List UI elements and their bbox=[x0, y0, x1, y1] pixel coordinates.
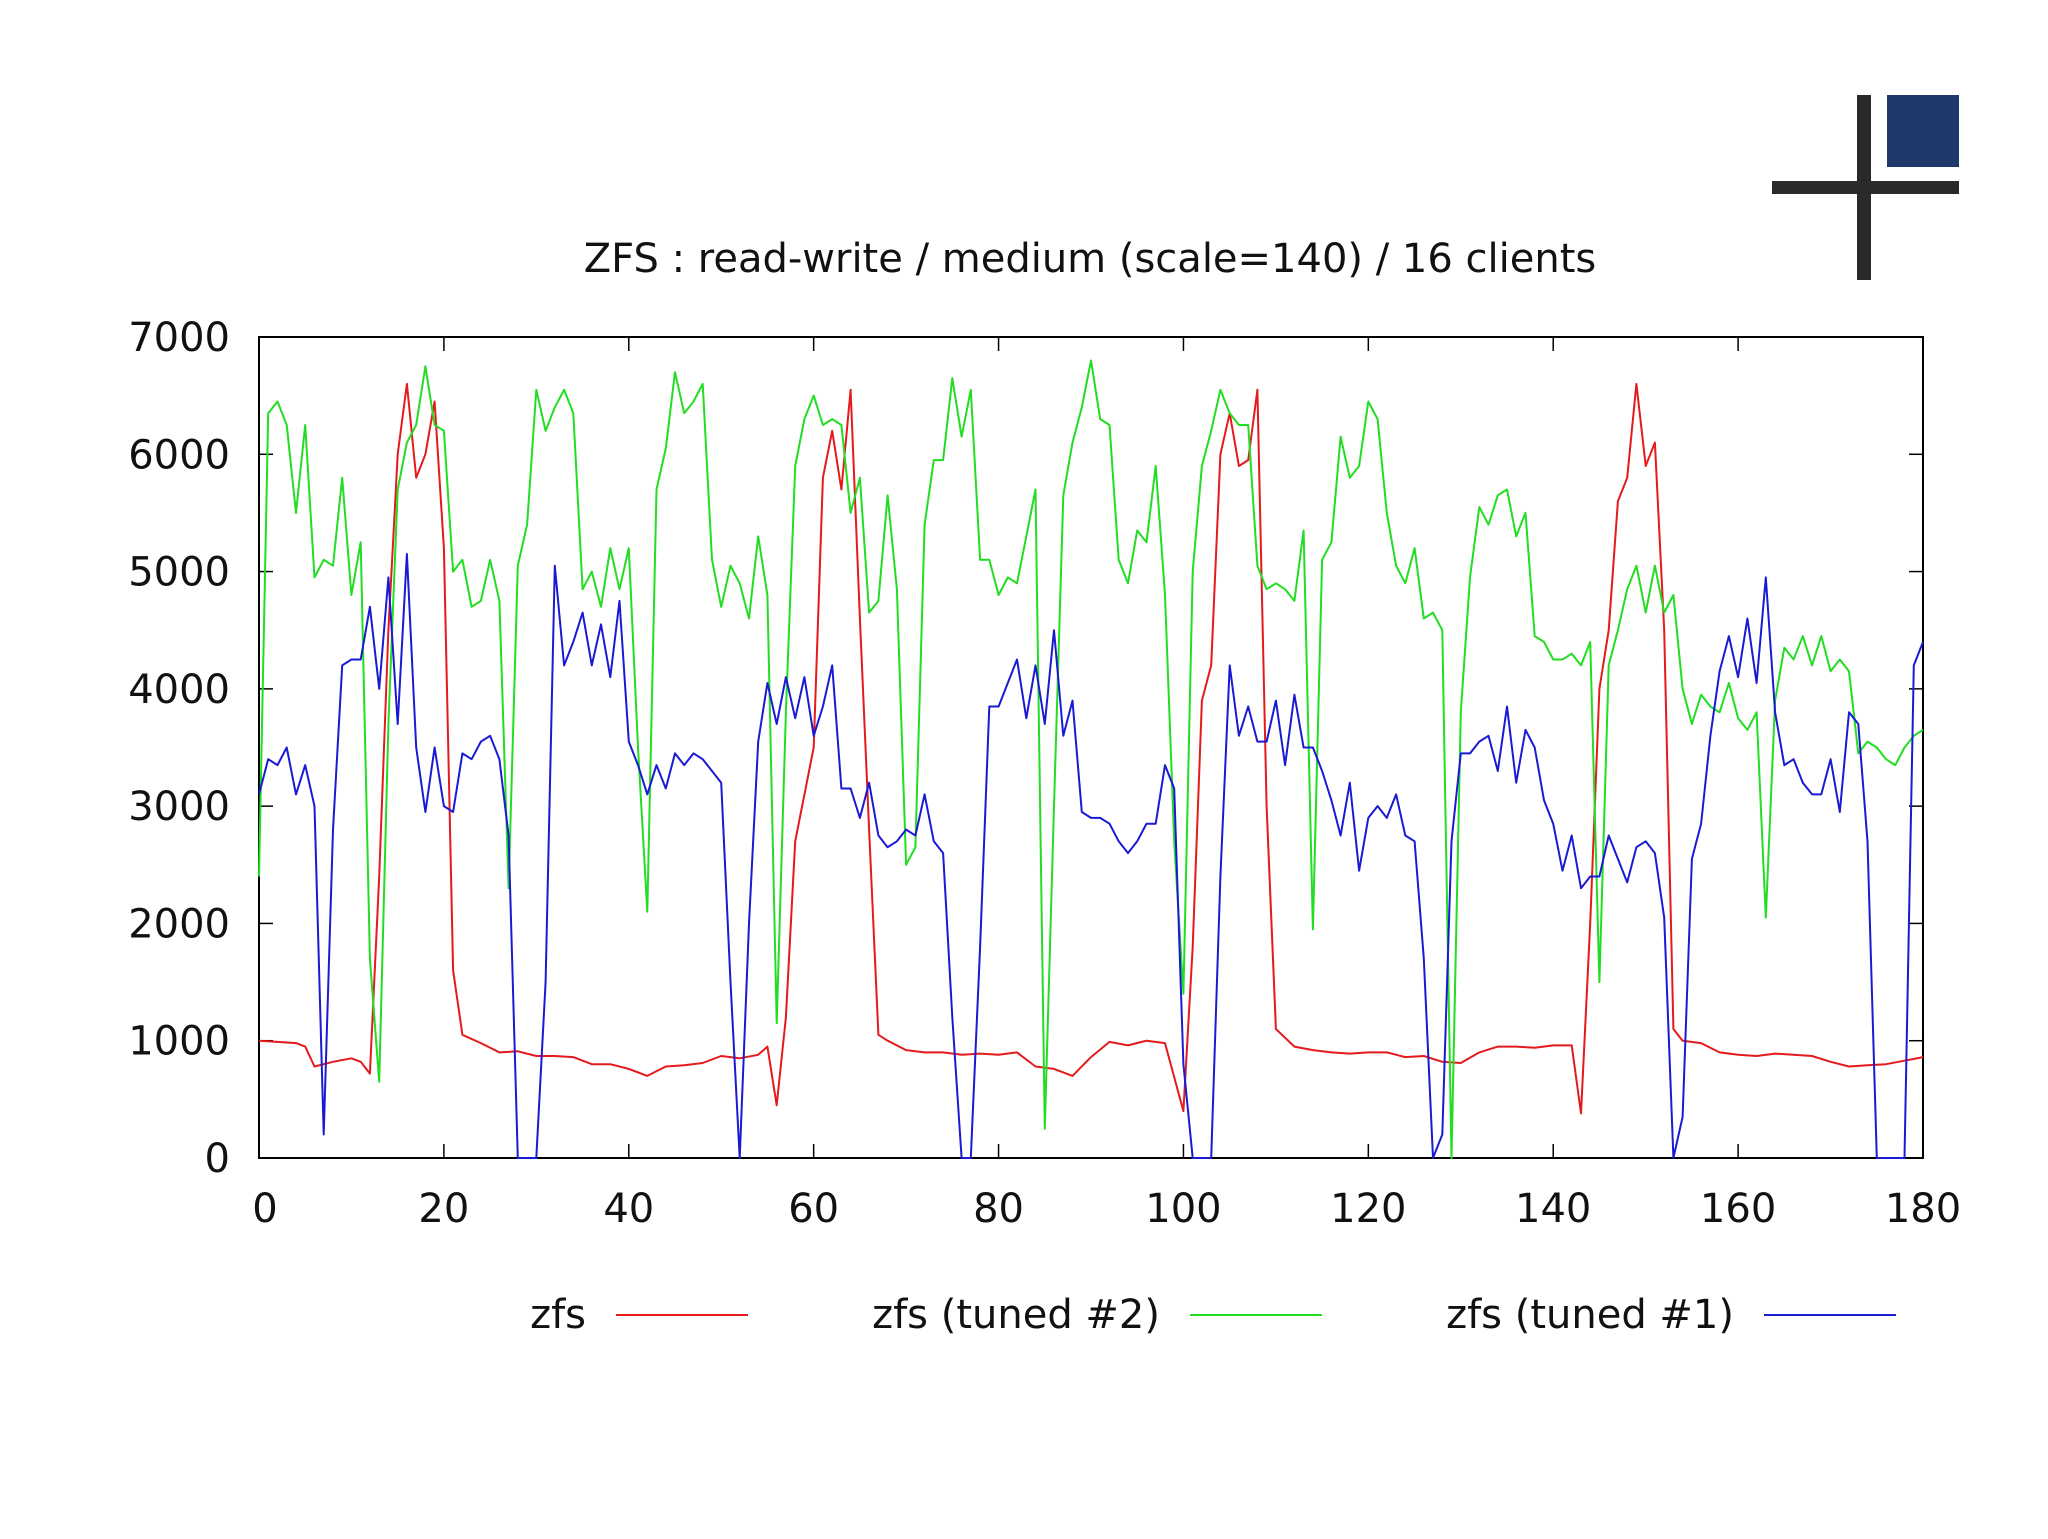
y-tick-label: 7000 bbox=[128, 315, 230, 361]
y-tick-label: 1000 bbox=[128, 1019, 230, 1065]
plot-frame bbox=[258, 336, 1924, 1159]
y-tick-label: 0 bbox=[205, 1136, 230, 1182]
legend-label: zfs bbox=[530, 1292, 586, 1338]
series-line-1 bbox=[258, 359, 1924, 1159]
series-line-2 bbox=[258, 553, 1924, 1159]
y-tick-label: 3000 bbox=[128, 784, 230, 830]
chart-title: ZFS : read-write / medium (scale=140) / … bbox=[584, 236, 1596, 282]
legend-label: zfs (tuned #2) bbox=[872, 1292, 1160, 1338]
x-tick-label: 100 bbox=[1145, 1186, 1221, 1232]
x-tick-label: 80 bbox=[973, 1186, 1024, 1232]
series-line-0 bbox=[258, 382, 1924, 1115]
x-tick-label: 160 bbox=[1700, 1186, 1776, 1232]
x-tick-label: 120 bbox=[1330, 1186, 1406, 1232]
x-tick-label: 20 bbox=[418, 1186, 469, 1232]
y-tick-label: 4000 bbox=[128, 667, 230, 713]
x-tick-label: 180 bbox=[1885, 1186, 1961, 1232]
x-tick-label: 140 bbox=[1515, 1186, 1591, 1232]
legend-label: zfs (tuned #1) bbox=[1446, 1292, 1734, 1338]
y-tick-label: 6000 bbox=[128, 432, 230, 478]
x-tick-label: 60 bbox=[788, 1186, 839, 1232]
cross-square-logo bbox=[1772, 95, 1959, 280]
y-tick-label: 2000 bbox=[128, 901, 230, 947]
x-tick-label: 40 bbox=[603, 1186, 654, 1232]
y-tick-label: 5000 bbox=[128, 550, 230, 596]
x-tick-label: 0 bbox=[252, 1186, 277, 1232]
